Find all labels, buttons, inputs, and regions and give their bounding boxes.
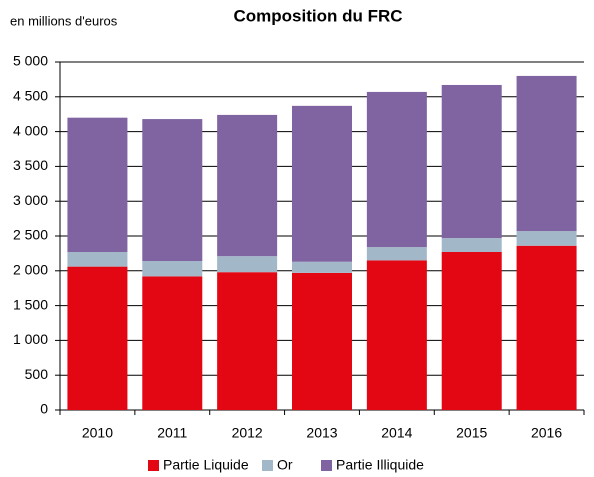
- y-tick-label: 1 500: [13, 296, 48, 312]
- legend-label: Or: [277, 457, 293, 473]
- x-tick-label: 2014: [381, 425, 412, 441]
- bar-segment: [441, 84, 502, 239]
- y-tick-label: 1 000: [13, 331, 48, 347]
- x-tick-label: 2011: [157, 425, 187, 441]
- y-tick-label: 0: [40, 401, 48, 417]
- y-tick-label: 5 000: [13, 53, 48, 69]
- y-tick-label: 2 500: [13, 227, 48, 243]
- legend-swatch: [321, 460, 332, 471]
- y-tick-label: 4 500: [13, 88, 48, 104]
- y-tick-label: 3 000: [13, 192, 48, 208]
- legend-label: Partie Liquide: [163, 457, 249, 473]
- bar-segment: [217, 256, 278, 273]
- bar-segment: [217, 114, 278, 257]
- bar-segment: [217, 272, 278, 410]
- y-tick-label: 500: [25, 366, 49, 382]
- x-tick-label: 2010: [82, 425, 113, 441]
- bar-segment: [366, 260, 427, 410]
- legend-swatch: [148, 460, 159, 471]
- bar-segment: [516, 231, 577, 246]
- bar-segment: [292, 105, 352, 262]
- bar-segment: [67, 252, 128, 267]
- bar-segment: [441, 252, 502, 410]
- x-tick-label: 2012: [232, 425, 263, 441]
- legend-swatch: [262, 460, 273, 471]
- y-tick-label: 4 000: [13, 122, 48, 138]
- x-tick-label: 2013: [306, 425, 337, 441]
- bar-segment: [142, 261, 203, 277]
- bar-segment: [366, 247, 427, 261]
- chart-title: Composition du FRC: [233, 6, 402, 25]
- y-tick-label: 3 500: [13, 157, 48, 173]
- bar-segment: [516, 245, 577, 410]
- bar-segment: [142, 276, 203, 410]
- bar-segment: [292, 261, 352, 273]
- legend-label: Partie Illiquide: [336, 457, 424, 473]
- bar-segment: [142, 119, 203, 262]
- y-axis-label: en millions d'euros: [10, 13, 118, 28]
- bar-segment: [516, 75, 577, 232]
- y-tick-label: 2 000: [13, 262, 48, 278]
- x-tick-label: 2015: [456, 425, 487, 441]
- bar-segment: [366, 91, 427, 248]
- bar-segment: [292, 272, 352, 410]
- bar-segment: [441, 238, 502, 253]
- bar-segment: [67, 266, 128, 410]
- x-tick-label: 2016: [531, 425, 562, 441]
- bar-segment: [67, 117, 128, 253]
